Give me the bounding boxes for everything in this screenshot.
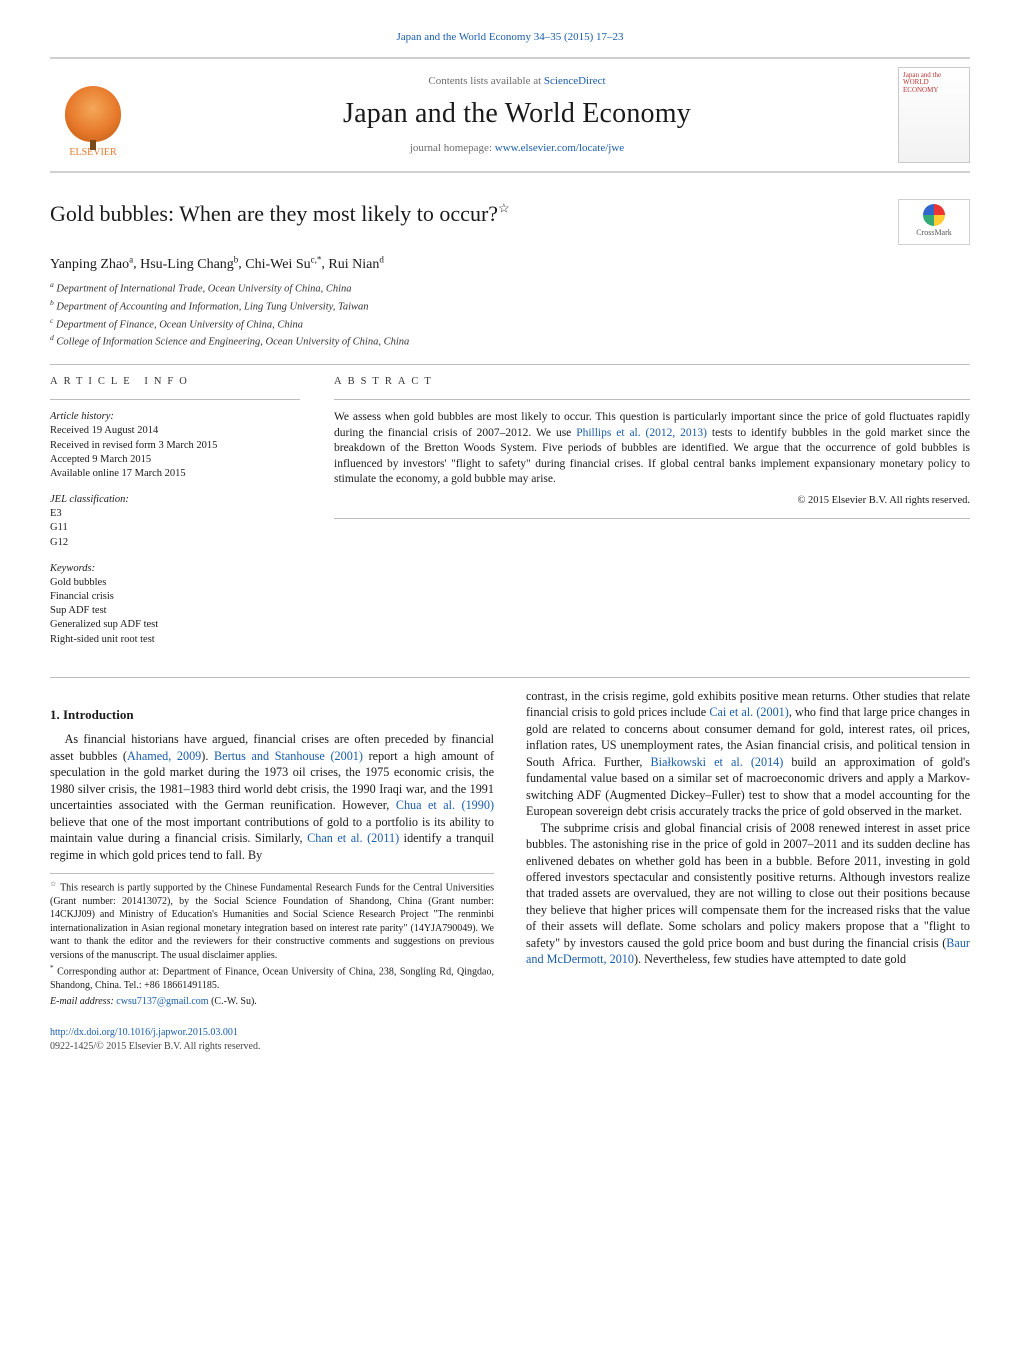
keyword: Gold bubbles (50, 576, 300, 590)
article-info-label: ARTICLE INFO (50, 375, 300, 389)
citation-link[interactable]: Ahamed, 2009 (127, 749, 201, 763)
footnote-corresponding: * Corresponding author at: Department of… (50, 964, 494, 992)
keyword: Right-sided unit root test (50, 633, 300, 647)
keyword: Sup ADF test (50, 604, 300, 618)
journal-name: Japan and the World Economy (136, 95, 898, 133)
affiliations: a Department of International Trade, Oce… (50, 280, 970, 350)
abstract-column: ABSTRACT We assess when gold bubbles are… (334, 375, 970, 659)
history-line: Accepted 9 March 2015 (50, 453, 300, 467)
history-line: Available online 17 March 2015 (50, 467, 300, 481)
abstract-label: ABSTRACT (334, 375, 970, 389)
article-history: Article history: Received 19 August 2014… (50, 410, 300, 481)
sciencedirect-link[interactable]: ScienceDirect (544, 75, 606, 87)
journal-cover-thumb: Japan and the WORLD ECONOMY (898, 67, 970, 163)
citation-link[interactable]: Cai et al. (2001) (709, 705, 788, 719)
history-head: Article history: (50, 410, 300, 424)
contents-available: Contents lists available at ScienceDirec… (136, 74, 898, 89)
article-info-column: ARTICLE INFO Article history: Received 1… (50, 375, 300, 659)
keywords-head: Keywords: (50, 562, 300, 576)
page-footer: http://dx.doi.org/10.1016/j.japwor.2015.… (50, 1026, 970, 1053)
crossmark-icon (923, 204, 945, 226)
article-title: Gold bubbles: When are they most likely … (50, 199, 510, 229)
footnotes: ☆ This research is partly supported by t… (50, 873, 494, 1008)
author: Chi-Wei Suc,* (245, 257, 321, 272)
citation-link[interactable]: Chua et al. (1990) (396, 798, 494, 812)
doi-link[interactable]: http://dx.doi.org/10.1016/j.japwor.2015.… (50, 1027, 238, 1038)
divider (334, 518, 970, 519)
citation-link[interactable]: Phillips et al. (2012, 2013) (576, 427, 707, 439)
jel-head: JEL classification: (50, 493, 300, 507)
affiliation: a Department of International Trade, Oce… (50, 280, 970, 297)
keyword: Financial crisis (50, 590, 300, 604)
issn-line: 0922-1425/© 2015 Elsevier B.V. All right… (50, 1040, 970, 1054)
affiliation: b Department of Accounting and Informati… (50, 298, 970, 315)
title-footnote-marker: ☆ (498, 201, 510, 216)
body-paragraph: As financial historians have argued, fin… (50, 731, 494, 863)
body-paragraph: contrast, in the crisis regime, gold exh… (526, 688, 970, 820)
journal-homepage: journal homepage: www.elsevier.com/locat… (136, 141, 898, 156)
citation-link[interactable]: Bertus and Stanhouse (2001) (214, 749, 363, 763)
author: Hsu-Ling Changb (140, 257, 238, 272)
footnote-funding: ☆ This research is partly supported by t… (50, 880, 494, 962)
abstract-copyright: © 2015 Elsevier B.V. All rights reserved… (334, 494, 970, 508)
jel-classification: JEL classification: E3 G11 G12 (50, 493, 300, 550)
section-heading: 1. Introduction (50, 706, 494, 724)
journal-homepage-link[interactable]: www.elsevier.com/locate/jwe (495, 142, 624, 154)
citation-link[interactable]: Białkowski et al. (2014) (651, 755, 784, 769)
body-paragraph: The subprime crisis and global financial… (526, 820, 970, 968)
elsevier-tree-icon (65, 86, 121, 142)
authors-line: Yanping Zhaoa, Hsu-Ling Changb, Chi-Wei … (50, 253, 970, 275)
body-two-column: 1. Introduction As financial historians … (50, 688, 970, 1008)
journal-homepage-prefix: journal homepage: (410, 142, 495, 154)
contents-available-prefix: Contents lists available at (428, 75, 543, 87)
keywords: Keywords: Gold bubbles Financial crisis … (50, 562, 300, 647)
jel-code: G11 (50, 521, 300, 535)
history-line: Received in revised form 3 March 2015 (50, 439, 300, 453)
journal-ref-top: Japan and the World Economy 34–35 (2015)… (50, 30, 970, 45)
author: Rui Niand (328, 257, 383, 272)
article-title-text: Gold bubbles: When are they most likely … (50, 201, 498, 226)
author: Yanping Zhaoa (50, 257, 133, 272)
footnote-email: E-mail address: cwsu7137@gmail.com (C.-W… (50, 995, 494, 1009)
divider (334, 399, 970, 400)
doi-line: http://dx.doi.org/10.1016/j.japwor.2015.… (50, 1026, 970, 1040)
affiliation: d College of Information Science and Eng… (50, 333, 970, 350)
publisher-logo: ELSEVIER (50, 70, 136, 160)
abstract-text: We assess when gold bubbles are most lik… (334, 410, 970, 488)
history-line: Received 19 August 2014 (50, 424, 300, 438)
divider (50, 677, 970, 678)
keyword: Generalized sup ADF test (50, 618, 300, 632)
masthead: ELSEVIER Contents lists available at Sci… (50, 57, 970, 173)
masthead-center: Contents lists available at ScienceDirec… (136, 74, 898, 155)
journal-ref-link[interactable]: Japan and the World Economy 34–35 (2015)… (396, 31, 623, 43)
divider (50, 364, 970, 365)
jel-code: E3 (50, 507, 300, 521)
jel-code: G12 (50, 536, 300, 550)
citation-link[interactable]: Chan et al. (2011) (307, 831, 399, 845)
crossmark-badge[interactable]: CrossMark (898, 199, 970, 245)
email-link[interactable]: cwsu7137@gmail.com (116, 996, 208, 1007)
divider (50, 399, 300, 400)
crossmark-label: CrossMark (916, 228, 952, 239)
affiliation: c Department of Finance, Ocean Universit… (50, 316, 970, 333)
